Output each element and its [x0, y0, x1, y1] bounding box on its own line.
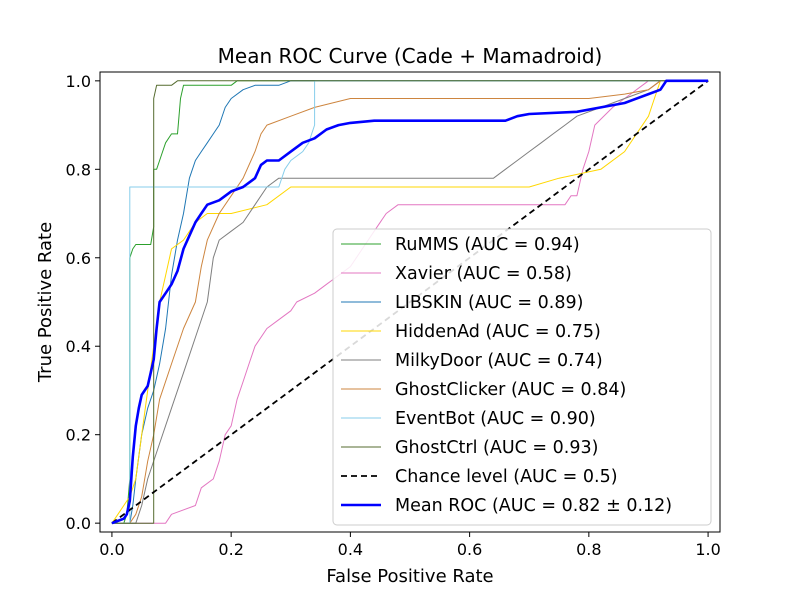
y-tick-label: 0.0	[66, 514, 91, 533]
series-line-3	[111, 80, 709, 524]
axes-frame	[99, 71, 721, 533]
legend-box	[332, 228, 712, 526]
legend-label: EventBot (AUC = 0.90)	[395, 409, 596, 429]
y-tick-label: 0.6	[66, 249, 91, 268]
legend-label: RuMMS (AUC = 0.94)	[395, 235, 580, 255]
x-axis-label: False Positive Rate	[326, 566, 493, 587]
series-line-7	[111, 80, 709, 524]
y-tick-label: 0.4	[66, 337, 91, 356]
y-tick-label: 0.2	[66, 426, 91, 445]
series-line-6	[111, 80, 709, 524]
legend-label: Chance level (AUC = 0.5)	[395, 467, 618, 487]
legend-label: MilkyDoor (AUC = 0.74)	[395, 351, 603, 371]
legend: RuMMS (AUC = 0.94) Xavier (AUC = 0.58) LIB…	[332, 228, 712, 526]
series-line-9	[111, 79, 709, 525]
y-axis-label: True Positive Rate	[35, 222, 56, 383]
x-tick-label: 0.0	[99, 540, 124, 559]
x-axis: 0.0 0.2 0.4 0.6 0.8 1.0	[99, 532, 721, 559]
chart-title: Mean ROC Curve (Cade + Mamadroid)	[218, 44, 603, 68]
legend-label: HiddenAd (AUC = 0.75)	[395, 322, 601, 342]
legend-label: GhostClicker (AUC = 0.84)	[395, 380, 626, 400]
x-tick-label: 0.6	[457, 540, 482, 559]
x-tick-label: 0.8	[576, 540, 601, 559]
y-tick-label: 0.8	[66, 160, 91, 179]
legend-label: Xavier (AUC = 0.58)	[395, 264, 572, 284]
legend-label: Mean ROC (AUC = 0.82 ± 0.12)	[395, 496, 672, 516]
legend-label: LIBSKIN (AUC = 0.89)	[395, 293, 583, 313]
x-tick-label: 1.0	[695, 540, 720, 559]
x-tick-label: 0.4	[338, 540, 363, 559]
y-axis: 0.0 0.2 0.4 0.6 0.8 1.0	[66, 72, 100, 533]
legend-label: GhostCtrl (AUC = 0.93)	[395, 438, 598, 458]
y-tick-label: 1.0	[66, 72, 91, 91]
x-tick-label: 0.2	[218, 540, 243, 559]
series-line-4	[111, 80, 709, 524]
